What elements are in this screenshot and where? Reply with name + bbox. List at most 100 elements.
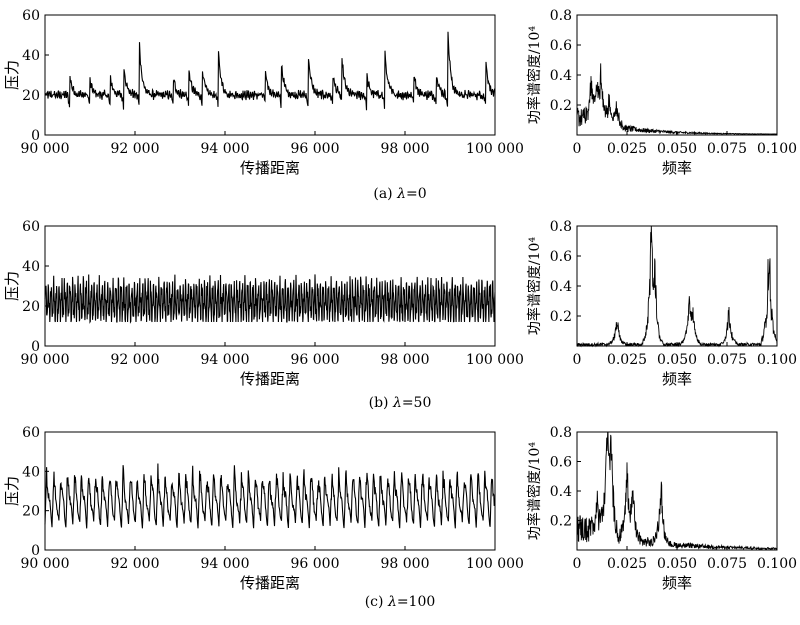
x-tick-label: 0.025	[607, 352, 647, 368]
psd-series	[576, 225, 778, 348]
x-axis-label: 频率	[662, 574, 692, 592]
caption-prefix: (a)	[373, 186, 397, 202]
psd-series	[576, 431, 778, 551]
y-tick-label: 40	[22, 464, 40, 480]
y-tick-label: 0.4	[550, 484, 572, 500]
x-tick-label: 0.100	[757, 141, 797, 157]
caption-lambda: λ	[387, 594, 397, 610]
y-tick-label: 20	[22, 88, 40, 104]
y-axis-label: 功率谱密度/10⁴	[526, 237, 543, 336]
y-tick-label: 20	[22, 299, 40, 315]
x-tick-label: 0.075	[707, 556, 747, 572]
pressure-plot: 90 000 92 000 94 000 96 000 98 000 100 000 0 20…	[3, 425, 524, 592]
x-tick-label: 100 000	[466, 141, 524, 157]
x-tick-label: 100 000	[466, 556, 524, 572]
y-tick-label: 0.2	[550, 98, 572, 114]
caption-value: =100	[397, 594, 435, 610]
x-tick-label: 98 000	[381, 141, 430, 157]
x-tick-label: 0	[573, 352, 582, 368]
x-axis-label: 传播距离	[240, 159, 300, 177]
x-tick-label: 0.100	[757, 556, 797, 572]
y-tick-label: 0.6	[550, 455, 572, 471]
x-tick-label: 98 000	[381, 556, 430, 572]
caption-value: =50	[402, 395, 432, 411]
y-tick-label: 0.8	[550, 219, 572, 235]
x-tick-label: 0.025	[607, 141, 647, 157]
x-tick-label: 0	[573, 556, 582, 572]
x-tick-label: 96 000	[291, 352, 340, 368]
x-tick-label: 98 000	[381, 352, 430, 368]
x-tick-label: 0.025	[607, 556, 647, 572]
panel-caption: (b) λ=50	[369, 395, 432, 411]
panel-row-1: 90 000 92 000 94 000 96 000 98 000 100 000 0 20…	[3, 8, 797, 202]
y-tick-label: 60	[22, 8, 40, 24]
x-tick-label: 92 000	[111, 141, 160, 157]
psd-series	[576, 63, 777, 136]
x-tick-label: 96 000	[291, 141, 340, 157]
pressure-series	[44, 274, 496, 324]
y-tick-label: 60	[22, 425, 40, 441]
x-tick-label: 90 000	[21, 556, 70, 572]
y-tick-label: 0.4	[550, 279, 572, 295]
x-axis-label: 传播距离	[240, 370, 300, 388]
y-axis-label: 功率谱密度/10⁴	[526, 442, 543, 541]
plot-frame	[44, 225, 496, 347]
y-tick-label: 0.2	[550, 514, 572, 530]
y-tick-label: 0.4	[550, 68, 572, 84]
x-tick-label: 92 000	[111, 352, 160, 368]
x-tick-label: 0.075	[707, 352, 747, 368]
x-tick-label: 94 000	[201, 556, 250, 572]
x-axis-label: 频率	[662, 159, 692, 177]
y-axis-label: 压力	[3, 271, 21, 301]
psd-plot: 0 0.025 0.050 0.075 0.100 0.2 0.4 0.6 0.8 功率谱密度/1…	[526, 8, 797, 177]
y-tick-label: 40	[22, 48, 40, 64]
y-tick-label: 40	[22, 259, 40, 275]
x-tick-label: 0.050	[657, 141, 697, 157]
panel-row-2: 90 000 92 000 94 000 96 000 98 000 100 000 0 20…	[3, 219, 797, 411]
x-tick-label: 0.100	[757, 352, 797, 368]
x-axis-label: 频率	[662, 370, 692, 388]
pressure-plot: 90 000 92 000 94 000 96 000 98 000 100 000 0 20…	[3, 8, 524, 177]
panel-row-3: 90 000 92 000 94 000 96 000 98 000 100 000 0 20…	[3, 425, 797, 610]
caption-lambda: λ	[392, 395, 402, 411]
panel-caption: (c) λ=100	[365, 594, 436, 610]
x-tick-label: 100 000	[466, 352, 524, 368]
x-tick-label: 94 000	[201, 352, 250, 368]
y-tick-label: 0.6	[550, 249, 572, 265]
x-tick-label: 0.050	[657, 352, 697, 368]
y-axis-label: 压力	[3, 476, 21, 506]
y-axis-label: 功率谱密度/10⁴	[526, 26, 543, 125]
y-tick-label: 0	[31, 128, 40, 144]
y-tick-label: 0.2	[550, 309, 572, 325]
pressure-series	[44, 31, 496, 111]
y-tick-label: 20	[22, 504, 40, 520]
y-tick-label: 0	[31, 543, 40, 559]
caption-prefix: (c)	[365, 594, 388, 610]
pressure-series	[44, 463, 496, 529]
x-tick-label: 90 000	[21, 352, 70, 368]
y-tick-label: 0.8	[550, 8, 572, 24]
caption-lambda: λ	[396, 186, 406, 202]
x-tick-label: 0	[573, 141, 582, 157]
x-tick-label: 90 000	[21, 141, 70, 157]
plot-frame	[44, 14, 496, 136]
x-axis-label: 传播距离	[240, 574, 300, 592]
panel-caption: (a) λ=0	[373, 186, 426, 202]
x-tick-label: 92 000	[111, 556, 160, 572]
plot-frame	[576, 14, 778, 136]
plot-frame	[44, 431, 496, 551]
psd-plot: 0 0.025 0.050 0.075 0.100 0.2 0.4 0.6 0.8 功率谱密度/1…	[526, 425, 797, 592]
psd-plot: 0 0.025 0.050 0.075 0.100 0.2 0.4 0.6 0.8 功率谱密度/1…	[526, 219, 797, 388]
y-tick-label: 0	[31, 339, 40, 355]
caption-value: =0	[406, 186, 427, 202]
x-tick-label: 94 000	[201, 141, 250, 157]
x-tick-label: 0.050	[657, 556, 697, 572]
y-axis-label: 压力	[3, 60, 21, 90]
y-tick-label: 0.8	[550, 425, 572, 441]
plot-frame	[576, 225, 778, 347]
y-tick-label: 60	[22, 219, 40, 235]
x-tick-label: 96 000	[291, 556, 340, 572]
x-tick-label: 0.075	[707, 141, 747, 157]
